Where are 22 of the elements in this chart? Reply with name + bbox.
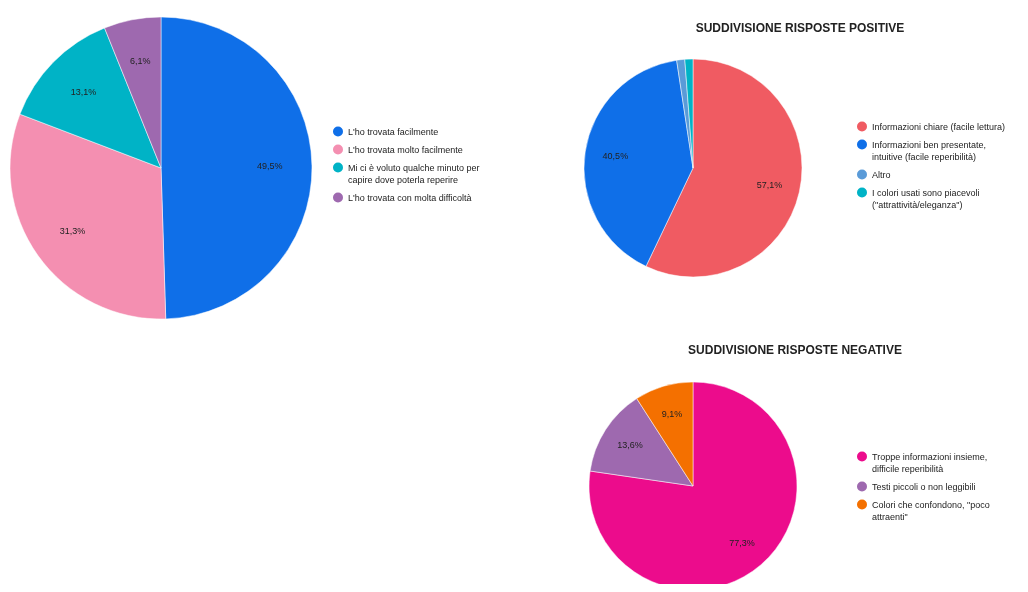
legend-label: Testi piccoli o non leggibili <box>872 482 976 492</box>
legend-label: Informazioni chiare (facile lettura) <box>872 122 1006 132</box>
legend-label: I colori usati sono piacevoli ("attrattività/eleganza") <box>872 188 980 210</box>
legend-label: Mi ci è voluto qualche minuto per capire dove poterla reperire <box>348 163 480 185</box>
data-label: 77,3% <box>729 537 755 548</box>
data-label: 13,6% <box>617 440 643 451</box>
legend-label: L'ho trovata molto facilmente <box>348 145 463 155</box>
chart-title: SUDDIVISIONE RISPOSTE POSITIVE <box>695 21 905 35</box>
data-label: 31,3% <box>59 226 86 237</box>
legend-label: L'ho trovata facilmente <box>348 127 439 137</box>
legend-label: L'ho trovata con molta difficoltà <box>348 193 472 203</box>
data-label: 49,5% <box>256 161 283 172</box>
data-label: 57,1% <box>756 180 783 191</box>
data-label: 9,1% <box>661 409 683 420</box>
data-label: 40,5% <box>602 151 629 162</box>
legend-label: Colori che confondono, "poco attraenti" <box>872 500 990 522</box>
data-label: 6,1% <box>130 56 151 67</box>
legend-label: Troppe informazioni insieme, difficile reperibilità <box>872 452 988 474</box>
chart-title: SUDDIVISIONE RISPOSTE NEGATIVE <box>688 343 902 357</box>
legend-label: Altro <box>872 170 891 180</box>
legend-label: Informazioni ben presentate, intuitive (facile reperibilità) <box>872 140 987 162</box>
data-label: 13,1% <box>70 86 97 97</box>
